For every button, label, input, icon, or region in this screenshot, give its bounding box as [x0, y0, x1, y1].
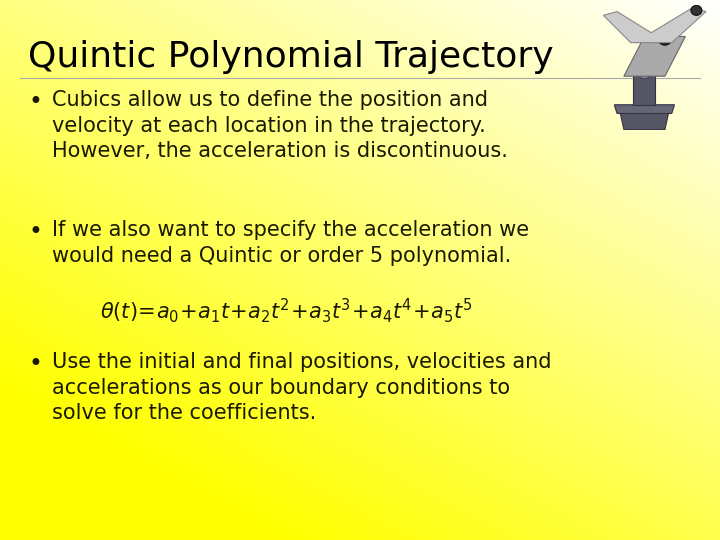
Polygon shape	[620, 111, 669, 130]
Text: $\theta(t)\!=\!a_0\!+\!a_1 t\!+\!a_2 t^2\!+\!a_3 t^3\!+\!a_4 t^4\!+\!a_5 t^5$: $\theta(t)\!=\!a_0\!+\!a_1 t\!+\!a_2 t^2…	[100, 296, 473, 325]
Text: Quintic Polynomial Trajectory: Quintic Polynomial Trajectory	[28, 40, 554, 74]
Circle shape	[636, 64, 652, 79]
Polygon shape	[624, 36, 685, 76]
Text: Cubics allow us to define the position and
velocity at each location in the traj: Cubics allow us to define the position a…	[52, 90, 508, 161]
Polygon shape	[614, 105, 675, 113]
Text: If we also want to specify the acceleration we
would need a Quintic or order 5 p: If we also want to specify the accelerat…	[52, 220, 529, 266]
Text: •: •	[28, 90, 42, 114]
Circle shape	[691, 5, 702, 15]
Text: Use the initial and final positions, velocities and
accelerations as our boundar: Use the initial and final positions, vel…	[52, 352, 552, 423]
Text: •: •	[28, 220, 42, 244]
Text: •: •	[28, 352, 42, 376]
Polygon shape	[603, 8, 706, 43]
Circle shape	[658, 33, 672, 45]
Polygon shape	[634, 73, 655, 105]
